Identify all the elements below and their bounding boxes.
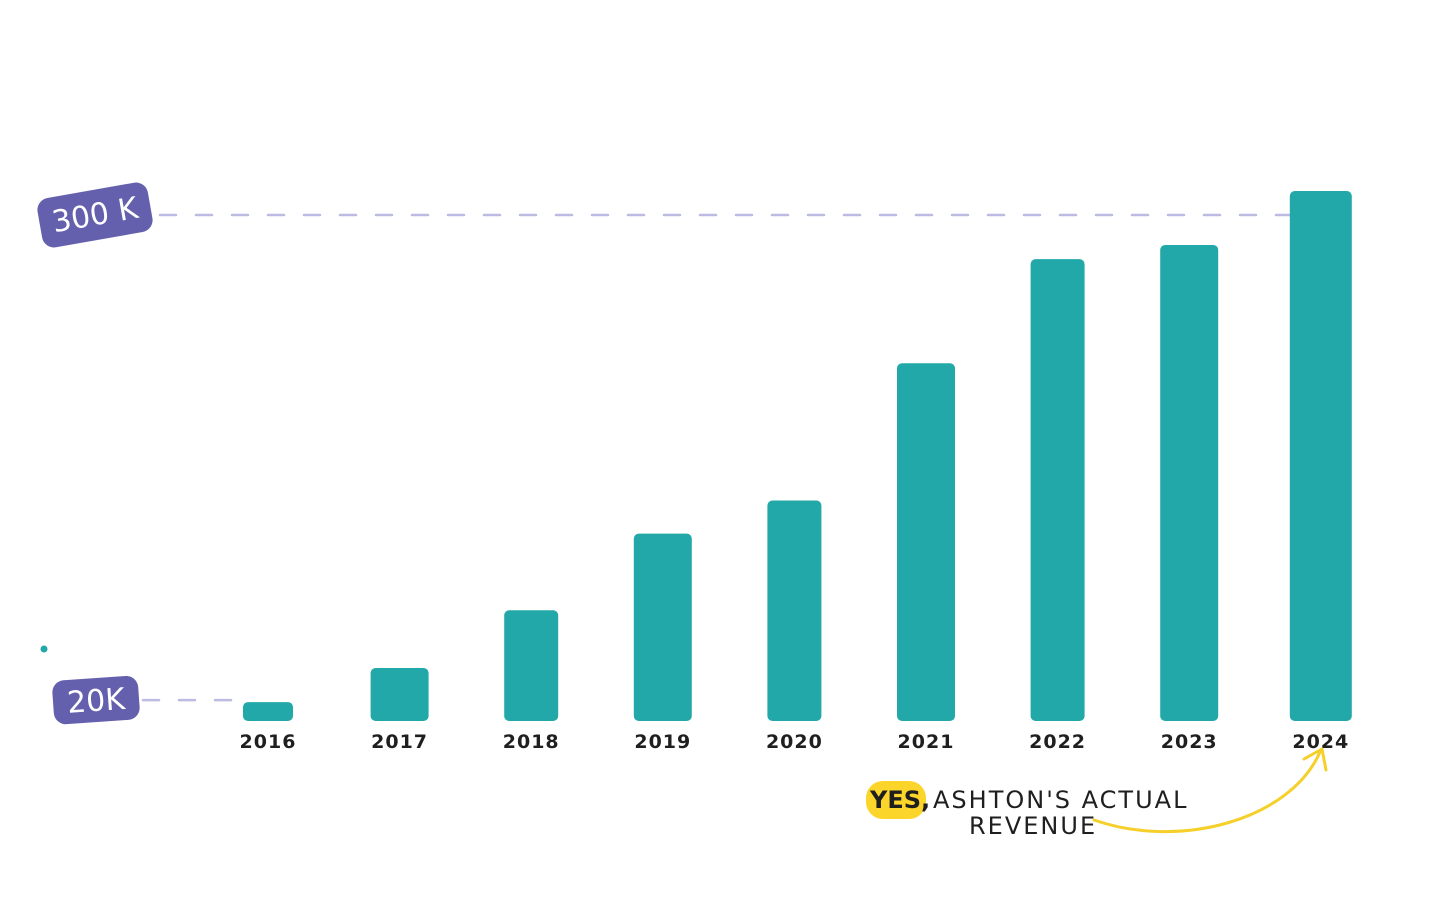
bar-2023 — [1160, 244, 1219, 722]
reference-badge-shape — [52, 675, 140, 725]
annotation-line-1: ASHTON'S ACTUAL — [933, 786, 1188, 814]
bars — [243, 191, 1352, 722]
stray-dot — [40, 645, 48, 653]
x-axis-ticks: 2016 2017 2018 2019 2020 2021 2022 2023 2024 — [240, 731, 1349, 753]
x-tick-label: 2018 — [503, 731, 560, 753]
x-tick-label: 2020 — [766, 731, 823, 753]
reference-badge-shape — [37, 182, 153, 248]
x-tick-label: 2022 — [1029, 731, 1086, 753]
bar-2018 — [504, 610, 559, 721]
bar-2022 — [1030, 259, 1085, 721]
annotation-arrow — [1092, 750, 1322, 833]
bar-2017 — [370, 668, 429, 721]
x-tick-label: 2019 — [634, 731, 691, 753]
bar-2019 — [633, 533, 692, 721]
bar-2021 — [897, 363, 955, 721]
reference-badge: 20K — [52, 675, 140, 725]
x-tick-label: 2024 — [1292, 731, 1349, 753]
bar-2024 — [1289, 191, 1352, 721]
x-tick-label: 2016 — [240, 731, 297, 753]
reference-badge: 300 K — [37, 182, 153, 248]
reference-badges: 20K 300 K — [37, 182, 153, 725]
reference-badge-label: 20K — [66, 682, 127, 721]
x-tick-label: 2017 — [371, 731, 428, 753]
bar-2020 — [767, 500, 822, 721]
x-tick-label: 2023 — [1161, 731, 1218, 753]
x-tick-label: 2021 — [898, 731, 955, 753]
yes-highlight — [866, 781, 926, 819]
annotation: YES, ASHTON'S ACTUAL REVENUE — [866, 747, 1328, 840]
annotation-line-2: REVENUE — [969, 812, 1097, 840]
bar-2016 — [243, 702, 293, 721]
annotation-arrow-head — [1302, 747, 1328, 772]
annotation-yes: YES, — [869, 786, 930, 814]
reference-lines — [141, 213, 1292, 702]
